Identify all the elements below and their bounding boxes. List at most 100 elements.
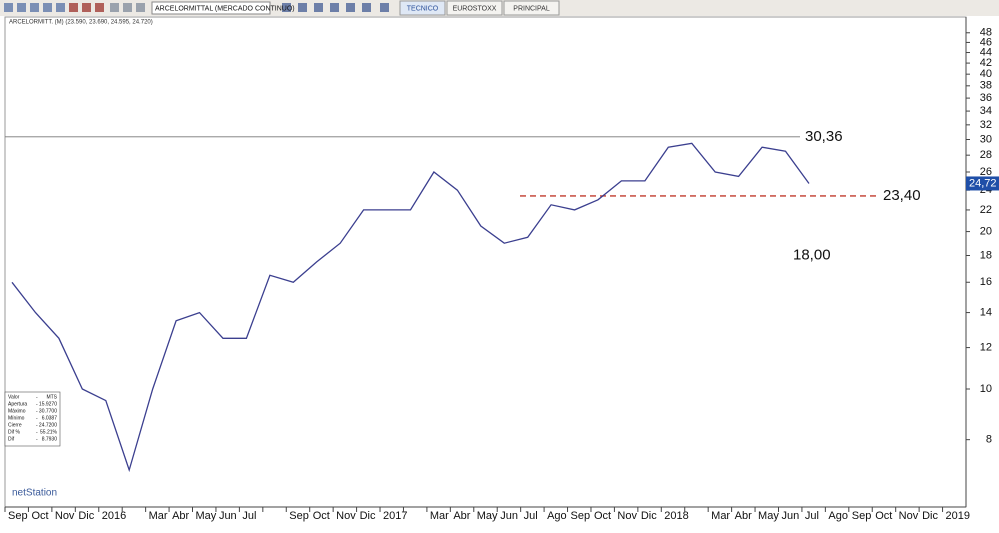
info-key: Cierre <box>8 422 22 428</box>
info-sep: - <box>36 394 38 400</box>
y-tick-label: 10 <box>980 383 992 395</box>
x-tick-label: Dic <box>922 510 938 522</box>
info-sep: - <box>36 408 38 414</box>
x-tick-label: Nov <box>336 510 356 522</box>
x-tick-label: Dic <box>641 510 657 522</box>
tab[interactable] <box>503 0 560 16</box>
icon[interactable] <box>298 3 307 12</box>
x-tick-label: May <box>758 510 779 522</box>
x-tick-label: Jun <box>500 510 518 522</box>
x-tick-label: Jun <box>781 510 799 522</box>
icon[interactable] <box>43 3 52 12</box>
info-value: 55.21% <box>40 429 58 435</box>
x-tick-label: Dic <box>360 510 376 522</box>
icon[interactable] <box>282 3 291 12</box>
icon[interactable] <box>362 3 371 12</box>
y-tick-label: 32 <box>980 119 992 131</box>
info-value: 6.0387 <box>42 415 58 421</box>
x-tick-label: Oct <box>313 510 330 522</box>
icon[interactable] <box>69 3 78 12</box>
logo: netStation <box>12 488 57 499</box>
x-tick-label: Oct <box>594 510 611 522</box>
tabs: TECNICO EUROSTOXX PRINCIPAL <box>399 0 560 16</box>
info-sep: - <box>36 415 38 421</box>
y-tick-label: 44 <box>980 46 992 58</box>
level-label: 30,36 <box>805 128 843 145</box>
y-tick-label: 22 <box>980 204 992 216</box>
icon[interactable] <box>95 3 104 12</box>
icon[interactable] <box>330 3 339 12</box>
info-key: Mínimo <box>8 415 25 421</box>
x-tick-label: Jul <box>805 510 819 522</box>
y-tick-label: 48 <box>980 27 992 39</box>
icon[interactable] <box>30 3 39 12</box>
y-tick-label: 36 <box>980 92 992 104</box>
tab-label: PRINCIPAL <box>513 5 550 12</box>
x-tick-label: Ago <box>547 510 567 522</box>
y-tick-label: 40 <box>980 68 992 80</box>
x-tick-label: 2019 <box>946 510 970 522</box>
x-tick-label: Nov <box>55 510 75 522</box>
info-value: 30.7700 <box>39 408 57 414</box>
info-key: Dif % <box>8 429 21 435</box>
instrument: ARCELORMITTAL (MERCADO CONTINUO) <box>155 5 295 12</box>
tab[interactable] <box>399 0 446 16</box>
x-tick-label: Sep <box>571 510 591 522</box>
icon[interactable] <box>380 3 389 12</box>
info-sep: - <box>36 429 38 435</box>
y-tick-label: 18 <box>980 249 992 261</box>
x-tick-label: Oct <box>875 510 892 522</box>
y-tick-label: 46 <box>980 36 992 48</box>
x-tick-label: 2016 <box>102 510 126 522</box>
y-tick-label: 30 <box>980 133 992 145</box>
x-tick-label: Mar <box>430 510 449 522</box>
plot-area <box>4 16 967 508</box>
legend: ARCELORMITT. (M) (23.590, 23.690, 24.595… <box>9 20 153 26</box>
x-tick-label: Jul <box>242 510 256 522</box>
y-tick-label: 34 <box>980 105 992 117</box>
x-tick-label: Abr <box>172 510 189 522</box>
y-tick-label: 26 <box>980 166 992 178</box>
level-label: 23,40 <box>883 187 921 204</box>
toolbar-icons <box>4 3 389 12</box>
x-tick-label: Abr <box>453 510 470 522</box>
x-tick-label: 2017 <box>383 510 407 522</box>
x-tick-label: May <box>196 510 217 522</box>
info-sep: - <box>36 436 38 442</box>
x-tick-label: Ago <box>828 510 848 522</box>
y-tick-label: 8 <box>986 434 992 446</box>
y-tick-label: 16 <box>980 276 992 288</box>
icon[interactable] <box>136 3 145 12</box>
info-key: Máximo <box>8 408 26 414</box>
y-tick-label: 20 <box>980 225 992 237</box>
y-tick-label: 12 <box>980 341 992 353</box>
y-tick-label: 38 <box>980 80 992 92</box>
tab[interactable] <box>446 0 503 16</box>
x-tick-label: Nov <box>899 510 919 522</box>
x-tick-label: Jun <box>219 510 237 522</box>
icon[interactable] <box>346 3 355 12</box>
icon[interactable] <box>4 3 13 12</box>
x-tick-label: Abr <box>735 510 752 522</box>
icon[interactable] <box>314 3 323 12</box>
y-tick-label: 42 <box>980 57 992 69</box>
x-tick-label: Sep <box>289 510 309 522</box>
x-tick-label: Sep <box>8 510 28 522</box>
info-value: 24.7200 <box>39 422 57 428</box>
y-tick-label: 14 <box>980 306 992 318</box>
instrument-box[interactable] <box>151 1 271 15</box>
last-price-box <box>966 176 999 191</box>
info-key: Apertura <box>8 401 27 407</box>
x-tick-label: Oct <box>31 510 48 522</box>
info-key: Dif <box>8 436 15 442</box>
tab-label: EUROSTOXX <box>453 5 497 12</box>
icon[interactable] <box>82 3 91 12</box>
icon[interactable] <box>56 3 65 12</box>
price-line <box>11 142 810 473</box>
info-box <box>4 391 61 447</box>
icon[interactable] <box>123 3 132 12</box>
icon[interactable] <box>17 3 26 12</box>
icon[interactable] <box>110 3 119 12</box>
